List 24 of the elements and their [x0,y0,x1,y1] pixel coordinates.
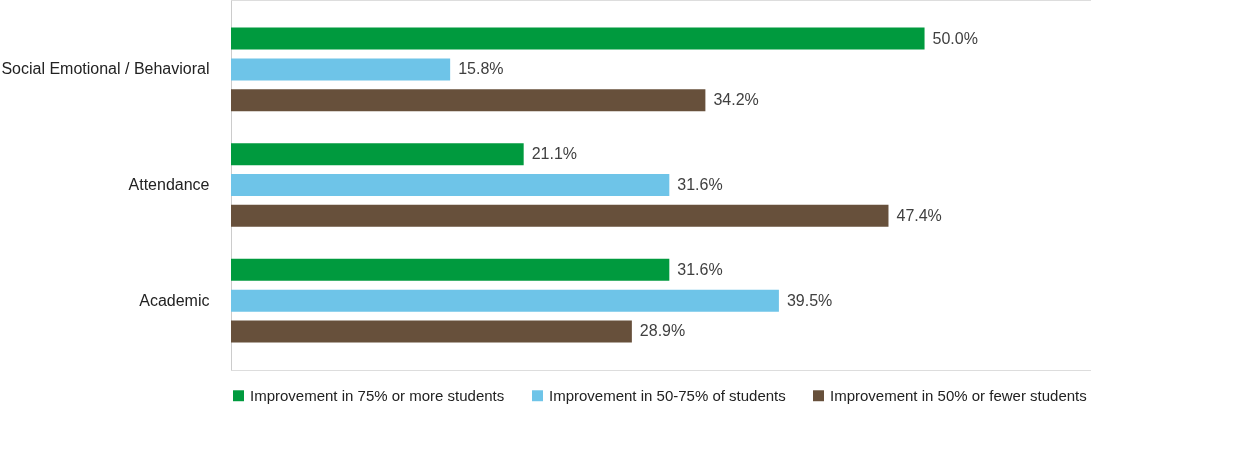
bar [231,258,670,281]
bar [231,58,451,81]
data-label: 15.8% [458,60,504,78]
data-label: 47.4% [896,206,942,224]
legend-label: Improvement in 75% or more students [250,386,505,404]
bar [231,27,925,50]
data-label: 28.9% [639,322,686,340]
data-label: 50.0% [932,29,978,47]
bar [231,289,779,312]
bar [231,174,670,196]
bar [231,320,632,343]
data-label: 21.1% [531,145,578,163]
legend-label: Improvement in 50% or fewer students [830,386,1087,404]
data-label: 31.6% [677,260,723,278]
data-label: 31.6% [677,176,723,193]
legend-label: Improvement in 50-75% of students [549,386,786,404]
y-tick-label: Attendance [128,176,210,193]
bar [231,143,524,166]
data-label: 39.5% [786,291,833,309]
bar [231,204,889,227]
data-label: 34.2% [713,91,759,109]
y-tick-label: Social Emotional / Behavioral [1,60,210,78]
bar [231,89,706,112]
y-tick-label: Academic [139,291,210,309]
